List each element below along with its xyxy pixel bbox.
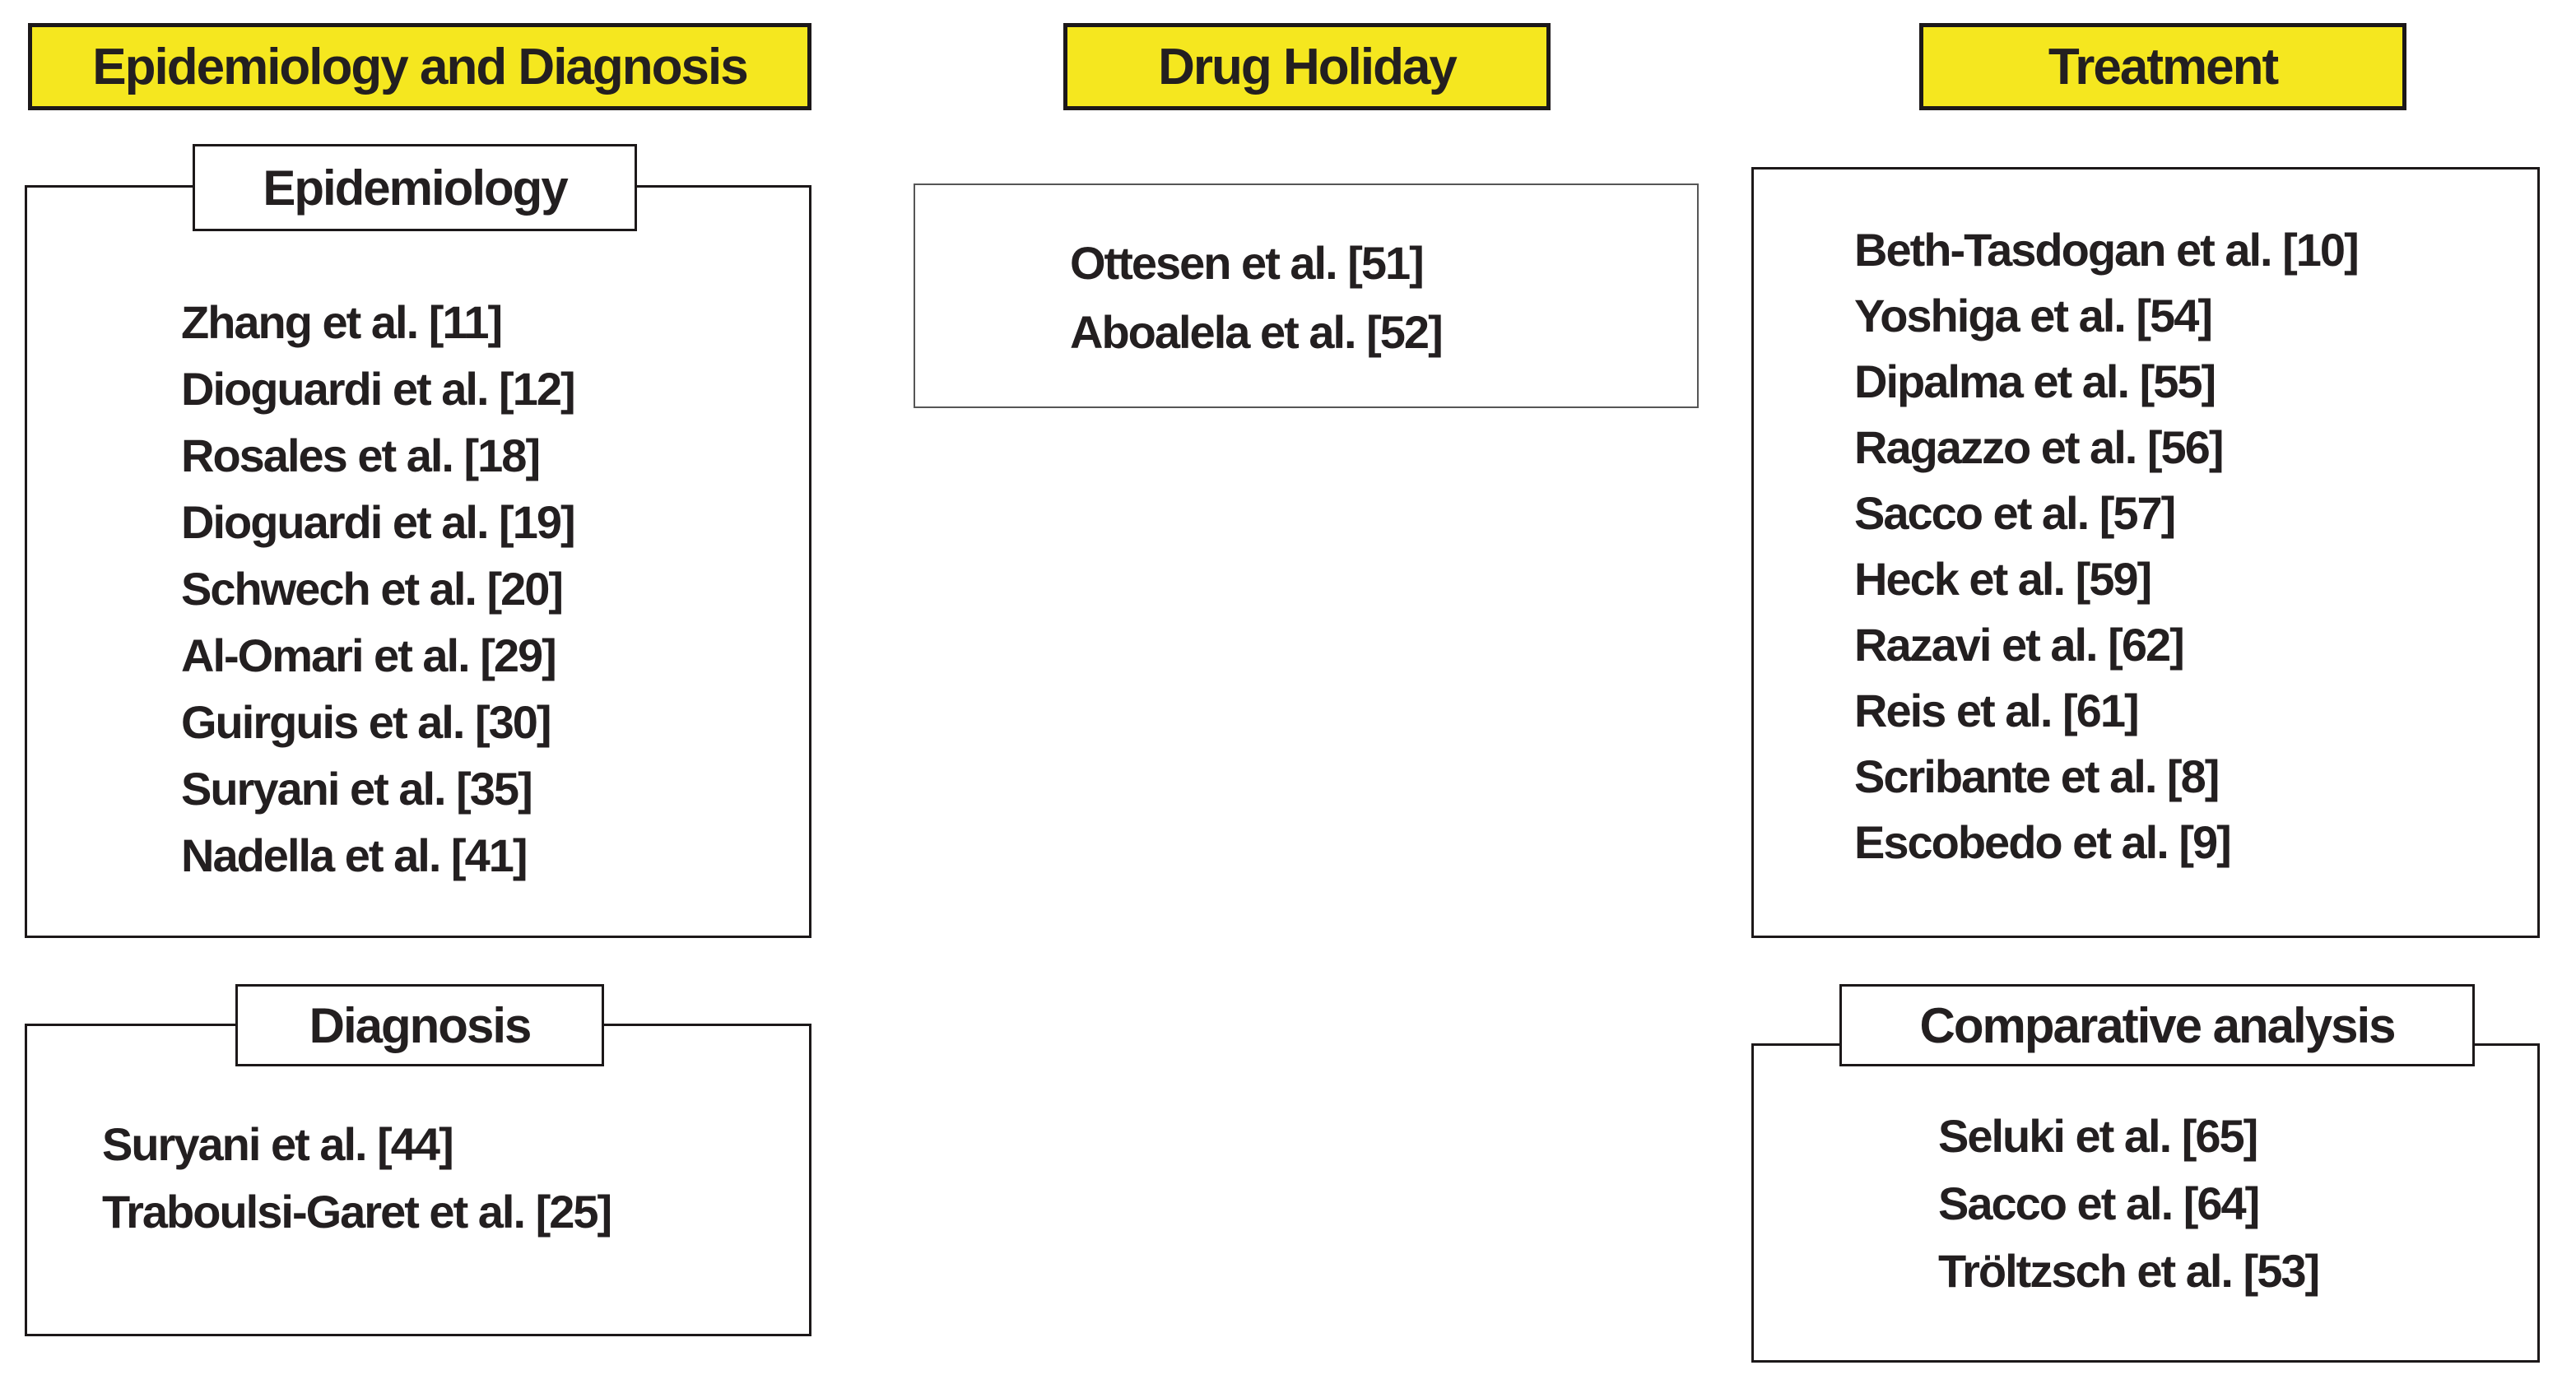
header-treatment: Treatment [1919, 23, 2406, 110]
citation: Ragazzo et al. [56] [1854, 421, 2224, 473]
citation: Zhang et al. [11] [181, 296, 503, 348]
drug-holiday-box [914, 183, 1699, 408]
citation: Guirguis et al. [30] [181, 696, 552, 748]
citation: Dioguardi et al. [12] [181, 363, 576, 415]
citation: Nadella et al. [41] [181, 829, 528, 881]
citation: Suryani et al. [35] [181, 763, 533, 815]
citation: Heck et al. [59] [1854, 553, 2152, 605]
citation: Yoshiga et al. [54] [1854, 290, 2213, 341]
epidemiology-box [25, 185, 811, 938]
citation: Reis et al. [61] [1854, 685, 2140, 736]
citation: Scribante et al. [8] [1854, 750, 2220, 802]
comparative-analysis-box [1751, 1043, 2540, 1363]
comparative-analysis-citation-list: Seluki et al. [65] Sacco et al. [64] Trö… [1938, 1103, 2320, 1305]
citation: Tröltzsch et al. [53] [1938, 1245, 2320, 1297]
citation: Dioguardi et al. [19] [181, 496, 576, 548]
epidemiology-label: Epidemiology [193, 144, 637, 231]
citation: Beth-Tasdogan et al. [10] [1854, 224, 2360, 276]
citation: Escobedo et al. [9] [1854, 816, 2232, 868]
diagnosis-citation-list: Suryani et al. [44] Traboulsi-Garet et a… [102, 1111, 612, 1246]
citation: Sacco et al. [64] [1938, 1177, 2260, 1229]
citation: Sacco et al. [57] [1854, 487, 2176, 539]
citation: Dipalma et al. [55] [1854, 355, 2216, 407]
citation: Traboulsi-Garet et al. [25] [102, 1186, 612, 1238]
treatment-citation-list: Beth-Tasdogan et al. [10] Yoshiga et al.… [1854, 217, 2360, 875]
header-drug-holiday: Drug Holiday [1063, 23, 1551, 110]
header-epidemiology-and-diagnosis: Epidemiology and Diagnosis [28, 23, 811, 110]
citation: Schwech et al. [20] [181, 563, 564, 615]
drug-holiday-citation-list: Ottesen et al. [51] Aboalela et al. [52] [1070, 229, 1444, 367]
treatment-box [1751, 167, 2540, 938]
citation: Ottesen et al. [51] [1070, 237, 1425, 289]
citation: Seluki et al. [65] [1938, 1110, 2258, 1162]
comparative-analysis-label: Comparative analysis [1839, 984, 2475, 1066]
citation: Razavi et al. [62] [1854, 619, 2185, 671]
diagnosis-box [25, 1024, 811, 1336]
citation: Aboalela et al. [52] [1070, 306, 1444, 358]
citation: Suryani et al. [44] [102, 1118, 454, 1170]
diagnosis-label: Diagnosis [235, 984, 604, 1066]
epidemiology-citation-list: Zhang et al. [11] Dioguardi et al. [12] … [181, 289, 576, 889]
citation: Al-Omari et al. [29] [181, 629, 557, 681]
citation: Rosales et al. [18] [181, 430, 541, 481]
